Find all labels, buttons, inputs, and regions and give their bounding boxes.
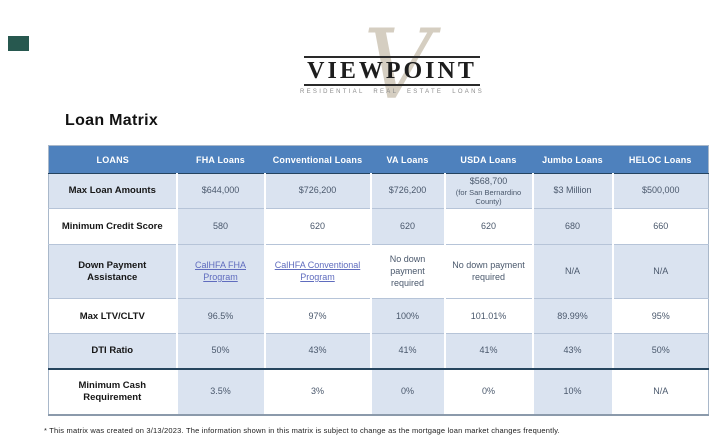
table-cell: 89.99% — [532, 298, 614, 335]
table-cell: CalHFA Conventional Program — [264, 244, 372, 300]
column-header-fha-loans: FHA Loans — [176, 145, 265, 174]
table-row-dti-ratio: DTI Ratio 50% 43% 41% 41% 43% 50% — [48, 333, 709, 370]
loan-matrix-table: LOANS FHA Loans Conventional Loans VA Loans… — [48, 145, 709, 416]
row-label: Down Payment Assistance — [48, 244, 178, 300]
table-cell: 10% — [532, 368, 614, 416]
calhfa-fha-program-link[interactable]: CalHFA FHA Program — [194, 260, 246, 282]
table-cell: 680 — [532, 208, 614, 246]
table-cell: 41% — [370, 333, 446, 370]
logo-brand: VIEWPOINT — [304, 56, 480, 87]
logo-tagline: RESIDENTIAL REAL ESTATE LOANS — [299, 89, 485, 96]
column-header-loans: LOANS — [48, 145, 177, 174]
table-cell: 50% — [612, 333, 709, 370]
table-cell: 3.5% — [176, 368, 266, 416]
table-cell: $726,200 — [264, 173, 372, 210]
table-row-down-payment-assistance: Down Payment Assistance CalHFA FHA Progra… — [48, 244, 709, 300]
table-row-minimum-cash-requirement: Minimum Cash Requirement 3.5% 3% 0% 0% 10% N/A — [48, 368, 709, 416]
table-cell: 50% — [176, 333, 266, 370]
corner-mark — [8, 36, 29, 51]
column-header-jumbo-loans: Jumbo Loans — [532, 145, 613, 174]
row-label: Max Loan Amounts — [48, 173, 178, 210]
table-cell: 96.5% — [176, 298, 266, 335]
cell-note: (for San Bernardino County) — [455, 187, 522, 207]
table-cell: 43% — [532, 333, 614, 370]
table-cell: $726,200 — [370, 173, 446, 210]
table-cell: 0% — [444, 368, 534, 416]
row-label: Minimum Credit Score — [48, 208, 178, 246]
table-cell: CalHFA FHA Program — [176, 244, 266, 300]
row-label: Max LTV/CLTV — [48, 298, 178, 335]
table-cell: No down payment required — [444, 244, 534, 300]
column-header-heloc-loans: HELOC Loans — [612, 145, 709, 174]
table-cell: 620 — [370, 208, 446, 246]
calhfa-conventional-program-link[interactable]: CalHFA Conventional Program — [274, 260, 361, 282]
table-cell: 3% — [264, 368, 372, 416]
table-cell: 660 — [612, 208, 709, 246]
table-cell: 620 — [264, 208, 372, 246]
table-cell: $644,000 — [176, 173, 266, 210]
table-cell: N/A — [612, 368, 709, 416]
page-title: Loan Matrix — [65, 112, 159, 129]
footnote: * This matrix was created on 3/13/2023. … — [44, 426, 560, 435]
table-cell: 43% — [264, 333, 372, 370]
table-cell: 101.01% — [444, 298, 534, 335]
table-cell: 41% — [444, 333, 534, 370]
table-cell: 100% — [370, 298, 446, 335]
table-cell: $3 Million — [532, 173, 614, 210]
table-cell: No down payment required — [370, 244, 446, 300]
table-cell: $500,000 — [612, 173, 709, 210]
row-label: DTI Ratio — [48, 333, 178, 370]
row-label: Minimum Cash Requirement — [48, 368, 178, 416]
cell-amount: $568,700 — [469, 176, 508, 186]
table-row-max-ltv-cltv: Max LTV/CLTV 96.5% 97% 100% 101.01% 89.99% 95% — [48, 298, 709, 335]
column-header-va-loans: VA Loans — [370, 145, 445, 174]
table-cell: 97% — [264, 298, 372, 335]
column-header-conventional-loans: Conventional Loans — [264, 145, 371, 174]
table-cell: 95% — [612, 298, 709, 335]
table-header: LOANS FHA Loans Conventional Loans VA Loans… — [48, 145, 709, 174]
column-header-usda-loans: USDA Loans — [444, 145, 533, 174]
table-cell: 620 — [444, 208, 534, 246]
table-row-minimum-credit-score: Minimum Credit Score 580 620 620 620 680 660 — [48, 208, 709, 246]
table-cell: $568,700 (for San Bernardino County) — [444, 173, 534, 210]
table-cell: 0% — [370, 368, 446, 416]
viewpoint-logo: V VIEWPOINT RESIDENTIAL REAL ESTATE LOAN… — [282, 10, 502, 120]
table-cell: N/A — [532, 244, 614, 300]
table-cell: N/A — [612, 244, 709, 300]
logo-text: VIEWPOINT RESIDENTIAL REAL ESTATE LOANS — [282, 56, 502, 95]
table-row-max-loan-amounts: Max Loan Amounts $644,000 $726,200 $726,200… — [48, 173, 709, 210]
table-cell: 580 — [176, 208, 266, 246]
